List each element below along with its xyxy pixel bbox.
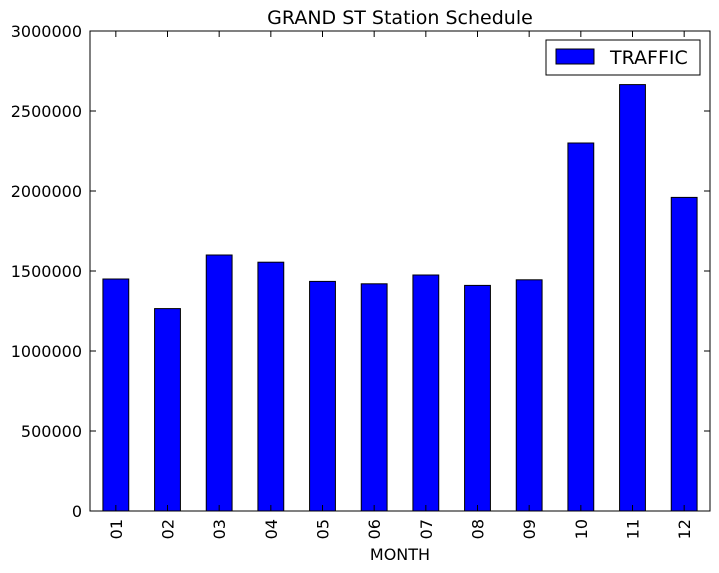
bar-10 bbox=[567, 142, 595, 512]
x-tick-label: 11 bbox=[624, 519, 643, 539]
y-tick-label: 0 bbox=[72, 502, 82, 521]
bar-07 bbox=[412, 274, 440, 512]
legend-label-traffic: TRAFFIC bbox=[609, 47, 688, 69]
bar-03 bbox=[205, 254, 233, 512]
bar-01 bbox=[102, 278, 130, 512]
bar-11 bbox=[619, 84, 646, 512]
x-tick-label: 08 bbox=[469, 519, 488, 539]
x-tick-label: 04 bbox=[262, 519, 281, 539]
bar-08 bbox=[464, 284, 491, 512]
x-tick-label: 02 bbox=[159, 519, 178, 539]
legend: TRAFFIC bbox=[545, 39, 701, 76]
x-axis: 01 02 03 04 05 06 07 08 09 10 11 12 bbox=[107, 31, 694, 539]
bars-group bbox=[102, 84, 698, 512]
x-tick-label: 06 bbox=[365, 519, 384, 539]
y-tick-label: 500000 bbox=[21, 422, 82, 441]
x-tick-label: 03 bbox=[210, 519, 229, 539]
y-tick-label: 1500000 bbox=[11, 262, 82, 281]
y-tick-label: 1000000 bbox=[11, 342, 82, 361]
x-tick-label: 12 bbox=[675, 519, 694, 539]
x-tick-label: 01 bbox=[107, 519, 126, 539]
bar-06 bbox=[360, 283, 388, 512]
x-tick-label: 07 bbox=[417, 519, 436, 539]
x-tick-label: 05 bbox=[314, 519, 333, 539]
bar-04 bbox=[257, 261, 285, 512]
y-tick-label: 2000000 bbox=[11, 182, 82, 201]
bar-12 bbox=[670, 196, 698, 512]
y-tick-label: 2500000 bbox=[11, 102, 82, 121]
chart-title: GRAND ST Station Schedule bbox=[267, 7, 533, 29]
bar-05 bbox=[309, 280, 336, 512]
y-tick-label: 3000000 bbox=[11, 22, 82, 41]
x-axis-label: MONTH bbox=[370, 545, 430, 564]
bar-09 bbox=[515, 279, 543, 512]
x-tick-label: 10 bbox=[572, 519, 591, 539]
plot-frame bbox=[89, 30, 711, 512]
legend-swatch-traffic bbox=[555, 48, 595, 65]
bar-02 bbox=[154, 308, 181, 512]
y-axis: 0 500000 1000000 1500000 2000000 2500000 30000… bbox=[11, 22, 710, 521]
legend-box bbox=[545, 39, 701, 76]
x-tick-label: 09 bbox=[520, 519, 539, 539]
